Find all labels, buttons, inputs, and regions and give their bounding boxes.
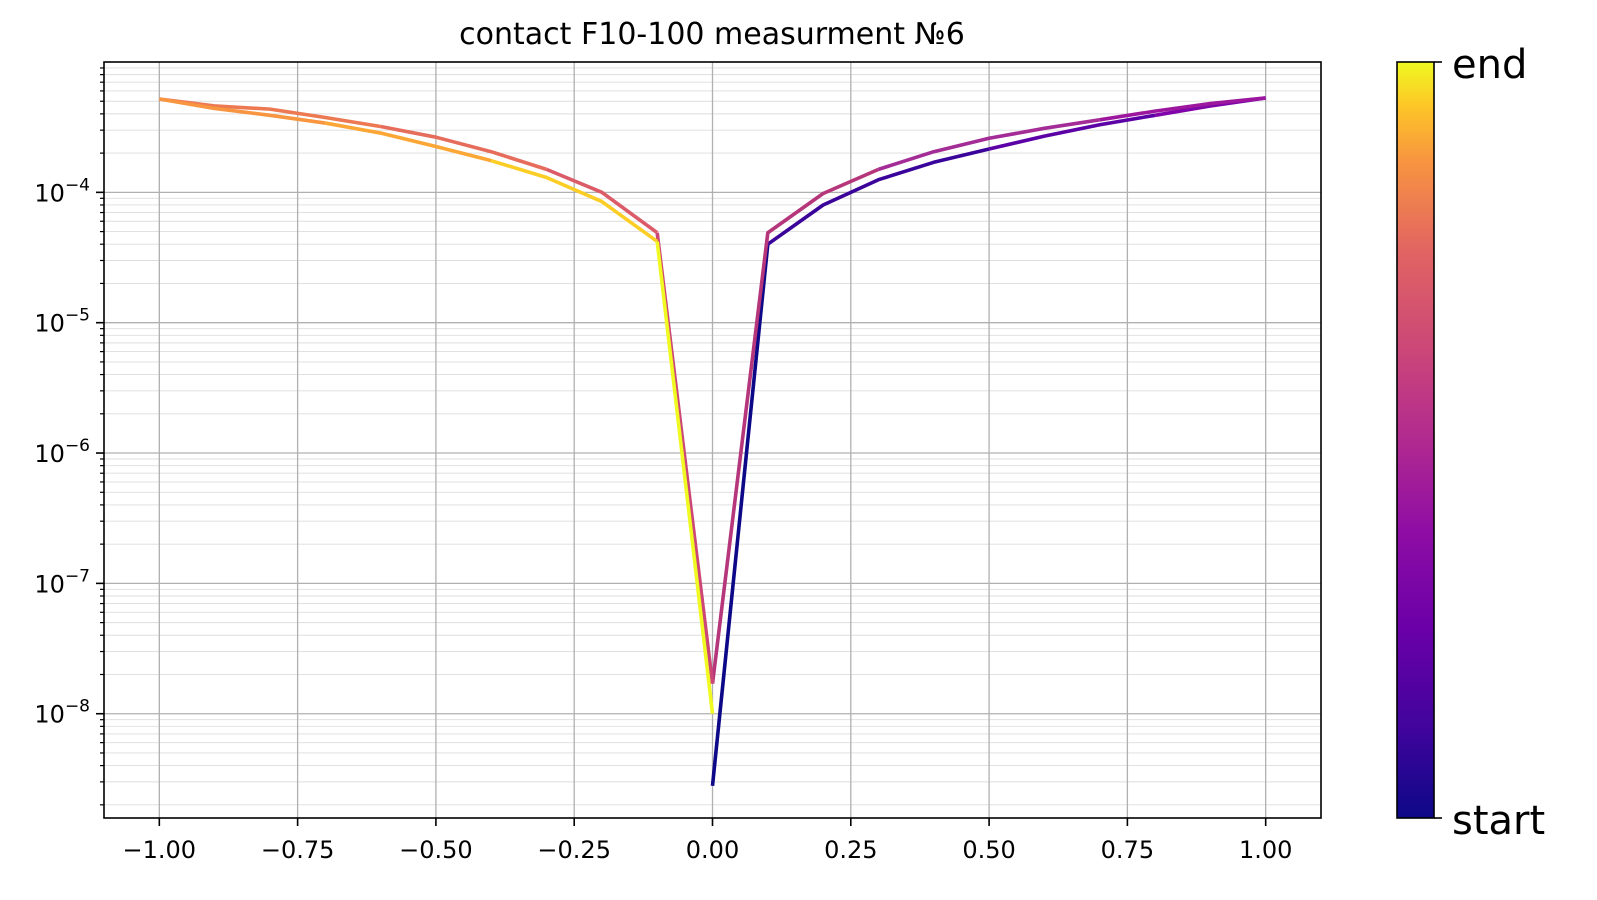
series-line-12 <box>159 97 326 125</box>
grid <box>104 62 1321 818</box>
colorbar-gradient <box>1396 61 1435 819</box>
x-tick-label: 0.00 <box>686 836 739 864</box>
series-line-6 <box>877 118 1101 172</box>
colorbar-label-start: start <box>1452 798 1545 844</box>
x-tick-label: −0.75 <box>261 836 335 864</box>
chart-title: contact F10-100 measurment №6 <box>459 17 965 52</box>
y-tick-label: 10−6 <box>34 436 90 468</box>
x-tick-label: −0.50 <box>399 836 473 864</box>
colorbar-label-end: end <box>1452 42 1527 88</box>
y-tick-label: 10−7 <box>34 566 90 598</box>
series-line-2 <box>766 147 990 246</box>
series-line-10 <box>380 124 548 172</box>
series-line-9 <box>545 167 659 235</box>
x-axis: −1.00 −0.75 −0.50 −0.25 0.00 0.25 0.50 0.75 1.00 <box>123 818 1292 864</box>
series-line-5 <box>1099 96 1266 122</box>
y-tick-label: 10−5 <box>34 306 90 338</box>
series-line-15 <box>655 241 715 714</box>
y-tick-label: 10−4 <box>34 175 90 207</box>
series-line-3 <box>988 113 1156 151</box>
series-line-14 <box>490 158 659 243</box>
series-layer <box>159 96 1266 786</box>
y-axis: 10−4 10−5 10−6 10−7 10−8 <box>34 67 104 806</box>
x-tick-label: 0.50 <box>962 836 1015 864</box>
y-tick-label: 10−8 <box>34 697 90 729</box>
x-tick-label: −0.25 <box>537 836 611 864</box>
series-line-7 <box>710 167 880 684</box>
series-line-13 <box>324 121 492 163</box>
colorbar: end start <box>1396 42 1545 844</box>
x-tick-label: 0.75 <box>1101 836 1154 864</box>
series-line-1 <box>710 244 770 786</box>
x-tick-label: −1.00 <box>123 836 197 864</box>
x-tick-label: 0.25 <box>824 836 877 864</box>
x-tick-label: 1.00 <box>1239 836 1292 864</box>
